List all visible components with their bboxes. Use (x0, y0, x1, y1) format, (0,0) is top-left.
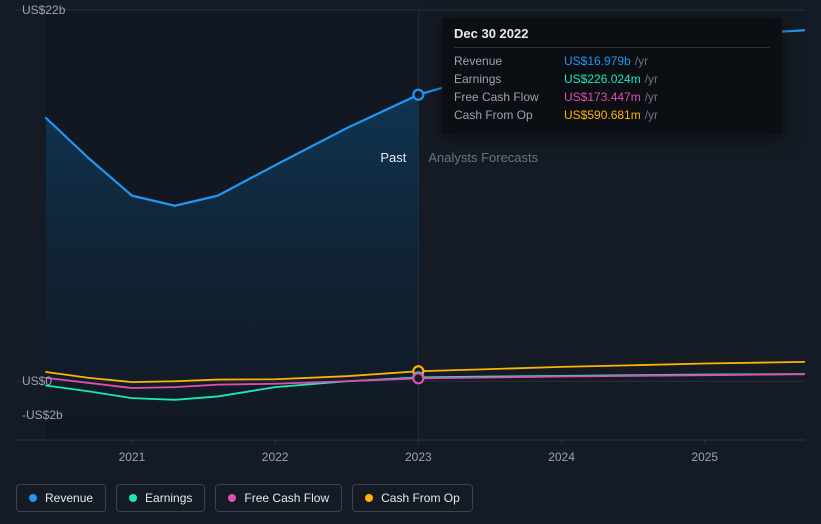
tooltip-row-value: US$226.024m (564, 72, 641, 86)
legend-label: Free Cash Flow (244, 491, 329, 505)
tooltip-row-label: Cash From Op (454, 108, 564, 122)
tooltip-row-label: Free Cash Flow (454, 90, 564, 104)
legend-dot (129, 494, 137, 502)
legend-item[interactable]: Revenue (16, 484, 106, 512)
legend-item[interactable]: Cash From Op (352, 484, 473, 512)
x-tick-label: 2021 (119, 450, 146, 464)
legend-label: Revenue (45, 491, 93, 505)
chart-container: Past Analysts Forecasts 2021 2022 2023 2024… (16, 0, 805, 524)
legend-dot (29, 494, 37, 502)
x-tick-label: 2024 (548, 450, 575, 464)
tooltip-row-value: US$590.681m (564, 108, 641, 122)
legend-item[interactable]: Earnings (116, 484, 205, 512)
legend-dot (365, 494, 373, 502)
legend: Revenue Earnings Free Cash Flow Cash From O… (16, 484, 473, 512)
tooltip-row-unit: /yr (645, 108, 658, 122)
x-tick-label: 2022 (262, 450, 289, 464)
legend-item[interactable]: Free Cash Flow (215, 484, 342, 512)
x-tick-label: 2025 (691, 450, 718, 464)
region-label-forecast: Analysts Forecasts (428, 150, 538, 165)
tooltip-row-unit: /yr (645, 90, 658, 104)
tooltip-row-label: Revenue (454, 54, 564, 68)
tooltip-title: Dec 30 2022 (454, 26, 770, 48)
tooltip-row-value: US$16.979b (564, 54, 631, 68)
tooltip-row-unit: /yr (635, 54, 648, 68)
tooltip-row: Cash From OpUS$590.681m/yr (454, 106, 770, 124)
region-label-past: Past (380, 150, 406, 165)
y-tick-label: US$22b (22, 3, 65, 17)
y-tick-label: US$0 (22, 374, 52, 388)
tooltip-row: Free Cash FlowUS$173.447m/yr (454, 88, 770, 106)
tooltip-row-label: Earnings (454, 72, 564, 86)
x-tick-label: 2023 (405, 450, 432, 464)
legend-label: Earnings (145, 491, 192, 505)
tooltip: Dec 30 2022 RevenueUS$16.979b/yrEarnings… (442, 18, 782, 134)
tooltip-row: EarningsUS$226.024m/yr (454, 70, 770, 88)
tooltip-row-unit: /yr (645, 72, 658, 86)
y-tick-label: -US$2b (22, 408, 63, 422)
legend-dot (228, 494, 236, 502)
legend-label: Cash From Op (381, 491, 460, 505)
tooltip-row-value: US$173.447m (564, 90, 641, 104)
tooltip-row: RevenueUS$16.979b/yr (454, 52, 770, 70)
